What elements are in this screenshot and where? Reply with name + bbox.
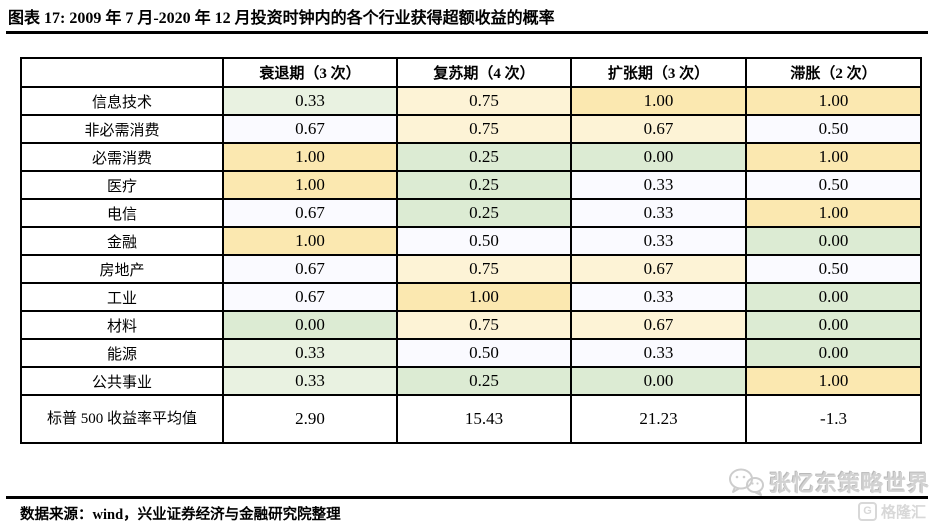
value-cell: 0.00 [745, 338, 922, 368]
table-row: 能源 0.33 0.50 0.33 0.00 [20, 338, 922, 368]
row-label: 必需消费 [20, 142, 224, 172]
value-cell: 0.50 [396, 338, 572, 368]
value-cell: 1.00 [396, 282, 572, 312]
value-cell: 0.67 [222, 254, 398, 284]
value-cell: 2.90 [222, 394, 398, 444]
value-cell: 1.00 [745, 198, 922, 228]
table-row: 房地产 0.67 0.75 0.67 0.50 [20, 254, 922, 284]
row-label: 能源 [20, 338, 224, 368]
table-row: 必需消费 1.00 0.25 0.00 1.00 [20, 142, 922, 172]
value-cell: 0.50 [396, 226, 572, 256]
value-cell: 0.67 [222, 282, 398, 312]
corner-cell [20, 57, 224, 88]
value-cell: 0.00 [745, 310, 922, 340]
table-row: 电信 0.67 0.25 0.33 1.00 [20, 198, 922, 228]
watermark-text: 张忆东策略世界 [768, 471, 930, 496]
header-row: 衰退期（3 次） 复苏期（4 次） 扩张期（3 次） 滞胀（2 次） [20, 57, 922, 88]
probability-table: 衰退期（3 次） 复苏期（4 次） 扩张期（3 次） 滞胀（2 次） 信息技术 0… [20, 57, 922, 444]
column-header-expansion: 扩张期（3 次） [570, 57, 747, 88]
value-cell: 0.00 [222, 310, 398, 340]
table-row: 医疗 1.00 0.25 0.33 0.50 [20, 170, 922, 200]
value-cell: 0.75 [396, 114, 572, 144]
value-cell: 0.67 [222, 198, 398, 228]
gelonghui-logo: G 格隆汇 [857, 501, 926, 522]
column-header-stagflation: 滞胀（2 次） [745, 57, 922, 88]
gelonghui-logo-text: 格隆汇 [880, 505, 926, 521]
value-cell: 0.67 [570, 114, 747, 144]
value-cell: -1.3 [745, 394, 922, 444]
row-label: 公共事业 [20, 366, 224, 396]
value-cell: 0.33 [570, 226, 747, 256]
row-label: 信息技术 [20, 86, 224, 116]
value-cell: 0.67 [570, 254, 747, 284]
value-cell: 0.25 [396, 170, 572, 200]
column-header-recovery: 复苏期（4 次） [396, 57, 572, 88]
figure-title: 图表 17: 2009 年 7 月-2020 年 12 月投资时钟内的各个行业获… [8, 10, 555, 27]
column-header-recession: 衰退期（3 次） [222, 57, 398, 88]
value-cell: 0.33 [222, 86, 398, 116]
value-cell: 1.00 [222, 142, 398, 172]
value-cell: 0.50 [745, 114, 922, 144]
gelonghui-g-icon: G [857, 502, 877, 521]
value-cell: 0.00 [570, 142, 747, 172]
table-row: 材料 0.00 0.75 0.67 0.00 [20, 310, 922, 340]
value-cell: 0.00 [570, 366, 747, 396]
table-row: 工业 0.67 1.00 0.33 0.00 [20, 282, 922, 312]
value-cell: 0.67 [570, 310, 747, 340]
value-cell: 0.25 [396, 142, 572, 172]
data-source: 数据来源：wind，兴业证券经济与金融研究院整理 [20, 507, 341, 523]
value-cell: 0.50 [745, 254, 922, 284]
value-cell: 0.75 [396, 310, 572, 340]
summary-row: 标普 500 收益率平均值 2.90 15.43 21.23 -1.3 [20, 394, 922, 444]
value-cell: 0.25 [396, 366, 572, 396]
value-cell: 1.00 [745, 366, 922, 396]
value-cell: 0.33 [222, 338, 398, 368]
table-row: 公共事业 0.33 0.25 0.00 1.00 [20, 366, 922, 396]
value-cell: 15.43 [396, 394, 572, 444]
value-cell: 0.75 [396, 254, 572, 284]
row-label: 房地产 [20, 254, 224, 284]
value-cell: 1.00 [745, 142, 922, 172]
value-cell: 1.00 [745, 86, 922, 116]
value-cell: 0.33 [570, 338, 747, 368]
row-label: 金融 [20, 226, 224, 256]
value-cell: 1.00 [222, 226, 398, 256]
table-row: 信息技术 0.33 0.75 1.00 1.00 [20, 86, 922, 116]
value-cell: 0.33 [570, 170, 747, 200]
value-cell: 0.33 [570, 282, 747, 312]
row-label: 电信 [20, 198, 224, 228]
table-body: 信息技术 0.33 0.75 1.00 1.00 非必需消费 0.67 0.75 0.67 0.5… [20, 86, 922, 444]
value-cell: 0.00 [745, 282, 922, 312]
footer-divider [6, 496, 928, 499]
value-cell: 0.33 [570, 198, 747, 228]
value-cell: 21.23 [570, 394, 747, 444]
value-cell: 0.00 [745, 226, 922, 256]
wechat-icon [728, 467, 764, 497]
watermark: 张忆东策略世界 [728, 466, 930, 498]
value-cell: 1.00 [222, 170, 398, 200]
row-label: 材料 [20, 310, 224, 340]
value-cell: 0.67 [222, 114, 398, 144]
row-label: 医疗 [20, 170, 224, 200]
row-label: 非必需消费 [20, 114, 224, 144]
value-cell: 0.25 [396, 198, 572, 228]
row-label: 标普 500 收益率平均值 [20, 394, 224, 444]
table-row: 金融 1.00 0.50 0.33 0.00 [20, 226, 922, 256]
value-cell: 1.00 [570, 86, 747, 116]
row-label: 工业 [20, 282, 224, 312]
title-divider [6, 31, 928, 34]
value-cell: 0.33 [222, 366, 398, 396]
value-cell: 0.50 [745, 170, 922, 200]
table-row: 非必需消费 0.67 0.75 0.67 0.50 [20, 114, 922, 144]
value-cell: 0.75 [396, 86, 572, 116]
